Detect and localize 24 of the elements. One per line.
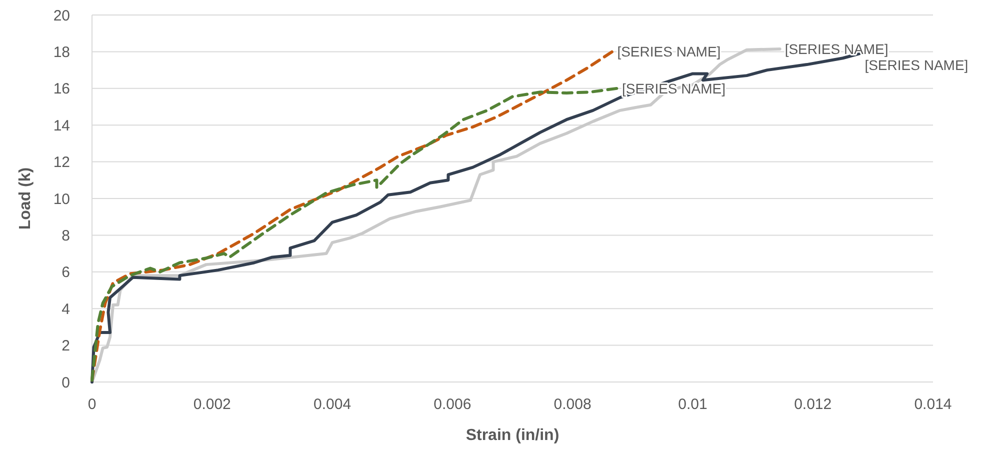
y-tick-label: 16: [53, 80, 70, 98]
y-tick-label: 2: [62, 338, 70, 355]
y-tick-label: 18: [53, 44, 70, 61]
y-tick-label: 20: [53, 7, 70, 24]
x-tick-label: 0.012: [794, 396, 832, 413]
series-label: [SERIES NAME]: [784, 40, 888, 57]
y-tick-label: 8: [62, 227, 70, 244]
x-tick-label: 0.004: [314, 396, 352, 413]
x-tick-label: 0: [88, 396, 96, 413]
x-tick-label: 0.01: [678, 396, 708, 413]
y-tick-label: 0: [62, 374, 70, 392]
y-tick-label: 14: [53, 117, 70, 134]
series-label: [SERIES NAME]: [617, 44, 721, 60]
x-tick-label: 0.006: [434, 396, 472, 413]
y-tick-label: 4: [62, 300, 70, 318]
x-tick-label: 0.002: [193, 396, 231, 413]
y-tick-label: 6: [62, 264, 70, 282]
series-label: [SERIES NAME]: [864, 56, 968, 73]
x-tick-label: 0.014: [914, 396, 952, 413]
y-tick-label: 10: [53, 190, 70, 208]
x-tick-label: 0.008: [554, 396, 592, 413]
y-tick-label: 12: [53, 154, 70, 172]
x-axis-title: Strain (in/in): [466, 427, 560, 444]
y-axis-title: Load (k): [17, 167, 34, 230]
